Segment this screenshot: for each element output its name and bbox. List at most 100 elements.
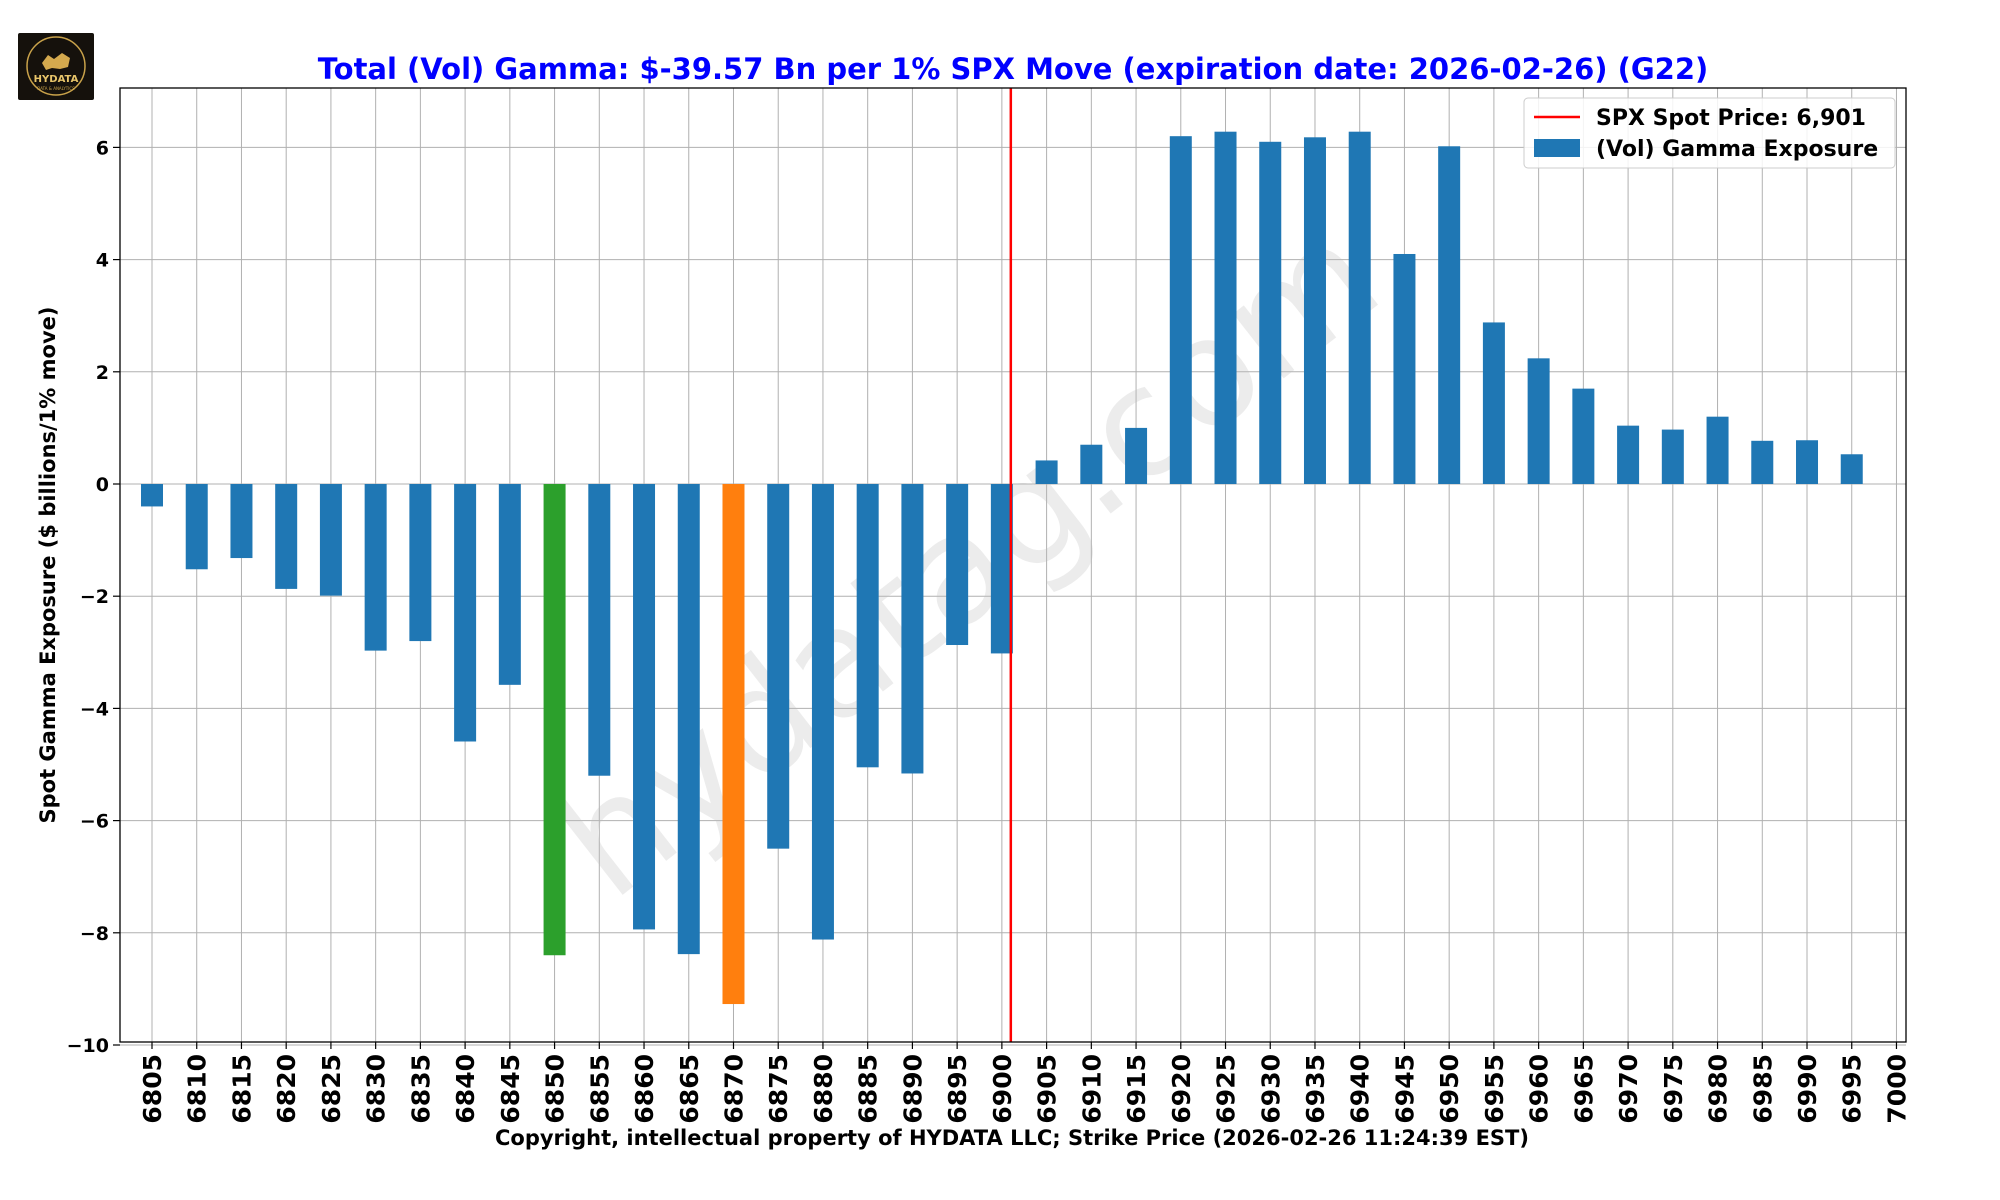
chart-title: Total (Vol) Gamma: $-39.57 Bn per 1% SPX… bbox=[318, 52, 1709, 86]
y-tick-label: 0 bbox=[96, 474, 109, 496]
x-tick-label: 6835 bbox=[406, 1054, 435, 1124]
x-tick-label: 6855 bbox=[585, 1054, 614, 1124]
x-tick-label: 6930 bbox=[1256, 1054, 1285, 1124]
x-tick-label: 6945 bbox=[1390, 1054, 1419, 1124]
y-tick-label: 2 bbox=[96, 362, 109, 384]
bar bbox=[1214, 131, 1237, 484]
y-tick-label: 4 bbox=[96, 250, 109, 272]
bar bbox=[1125, 427, 1148, 484]
bar bbox=[1169, 136, 1192, 484]
x-tick-label: 6905 bbox=[1033, 1054, 1062, 1124]
bar bbox=[141, 484, 163, 507]
x-tick-label: 6840 bbox=[451, 1054, 480, 1124]
bar bbox=[990, 484, 1013, 654]
x-tick-label: 6900 bbox=[988, 1054, 1017, 1124]
bar bbox=[722, 484, 745, 1005]
x-tick-label: 6995 bbox=[1838, 1054, 1867, 1124]
bar bbox=[1661, 429, 1684, 484]
bar bbox=[1617, 425, 1640, 484]
y-tick-label: −4 bbox=[80, 698, 109, 720]
bar bbox=[588, 484, 611, 776]
x-tick-label: 6875 bbox=[764, 1054, 793, 1124]
legend-bar-swatch bbox=[1534, 139, 1580, 157]
x-tick-label: 6890 bbox=[898, 1054, 927, 1124]
x-tick-label: 6940 bbox=[1346, 1054, 1375, 1124]
x-tick-label: 6870 bbox=[719, 1054, 748, 1124]
x-tick-label: 6825 bbox=[317, 1054, 346, 1124]
x-tick-label: 6955 bbox=[1480, 1054, 1509, 1124]
x-tick-label: 6980 bbox=[1704, 1054, 1733, 1124]
bar bbox=[1706, 416, 1729, 484]
logo-subtitle: DATA & ANALYTICS bbox=[37, 86, 75, 91]
bar bbox=[1348, 131, 1371, 484]
x-tick-label: 6975 bbox=[1659, 1054, 1688, 1124]
bar bbox=[677, 484, 700, 955]
x-tick-label: 6860 bbox=[630, 1054, 659, 1124]
legend-box bbox=[1523, 97, 1896, 169]
y-tick-label: −8 bbox=[80, 923, 109, 945]
bar bbox=[1438, 146, 1461, 484]
logo-text: HYDATA bbox=[34, 74, 79, 85]
x-axis-label: Copyright, intellectual property of HYDA… bbox=[495, 1126, 1529, 1150]
bar bbox=[1303, 137, 1326, 484]
y-tick-label: −10 bbox=[67, 1035, 109, 1057]
y-tick-label: −6 bbox=[80, 811, 109, 833]
plot-frame bbox=[119, 87, 1907, 1043]
bar bbox=[767, 484, 790, 849]
x-tick-label: 6960 bbox=[1525, 1054, 1554, 1124]
x-tick-label: 6830 bbox=[362, 1054, 391, 1124]
bar bbox=[1751, 440, 1774, 484]
bar bbox=[275, 484, 298, 589]
y-tick-label: 6 bbox=[96, 137, 109, 159]
hydata-logo: HYDATA DATA & ANALYTICS bbox=[18, 33, 94, 100]
bar bbox=[498, 484, 521, 685]
bar bbox=[901, 484, 924, 774]
bar bbox=[946, 484, 969, 646]
bar bbox=[230, 484, 253, 559]
bar bbox=[1393, 253, 1416, 484]
bar bbox=[1527, 358, 1550, 484]
bar bbox=[1840, 454, 1863, 484]
legend-spot-label: SPX Spot Price: 6,901 bbox=[1596, 106, 1866, 131]
bar bbox=[811, 484, 834, 940]
bar bbox=[409, 484, 432, 642]
bar bbox=[1482, 322, 1505, 484]
bar bbox=[1080, 444, 1103, 484]
bar bbox=[633, 484, 656, 930]
y-axis: 6 4 2 0 −2 −4 −6 −8 −10 bbox=[67, 137, 120, 1057]
x-tick-label: 6895 bbox=[943, 1054, 972, 1124]
y-axis-label: Spot Gamma Exposure ($ billions/1% move) bbox=[36, 307, 60, 824]
x-tick-label: 6885 bbox=[854, 1054, 883, 1124]
legend-bar-label: (Vol) Gamma Exposure bbox=[1596, 137, 1878, 162]
bull-icon: HYDATA DATA & ANALYTICS bbox=[26, 36, 86, 96]
bar bbox=[1796, 440, 1819, 484]
bar bbox=[1259, 141, 1282, 485]
x-tick-label: 6950 bbox=[1435, 1054, 1464, 1124]
x-tick-label: 6970 bbox=[1614, 1054, 1643, 1124]
x-tick-label: 6820 bbox=[272, 1054, 301, 1124]
x-tick-label: 6880 bbox=[809, 1054, 838, 1124]
x-tick-label: 6810 bbox=[183, 1054, 212, 1124]
y-tick-label: −2 bbox=[80, 586, 109, 608]
legend: SPX Spot Price: 6,901 (Vol) Gamma Exposu… bbox=[1523, 97, 1896, 169]
bar bbox=[319, 484, 342, 596]
x-tick-label: 6965 bbox=[1569, 1054, 1598, 1124]
bar bbox=[364, 484, 387, 651]
bars bbox=[141, 131, 1863, 1005]
x-tick-label: 6850 bbox=[541, 1054, 570, 1124]
x-tick-label: 6990 bbox=[1793, 1054, 1822, 1124]
bar bbox=[1035, 460, 1058, 484]
bar bbox=[1572, 388, 1595, 484]
x-axis: 6805 6810 6815 6820 6825 6830 6835 6840 6845 6850… bbox=[138, 1042, 1911, 1124]
bar bbox=[543, 484, 566, 956]
x-tick-label: 6920 bbox=[1167, 1054, 1196, 1124]
x-tick-label: 6845 bbox=[496, 1054, 525, 1124]
x-tick-label: 7000 bbox=[1882, 1054, 1911, 1124]
x-tick-label: 6985 bbox=[1748, 1054, 1777, 1124]
x-tick-label: 6925 bbox=[1212, 1054, 1241, 1124]
bar bbox=[856, 484, 879, 768]
x-tick-label: 6805 bbox=[138, 1054, 167, 1124]
x-tick-label: 6865 bbox=[675, 1054, 704, 1124]
x-tick-label: 6815 bbox=[227, 1054, 256, 1124]
